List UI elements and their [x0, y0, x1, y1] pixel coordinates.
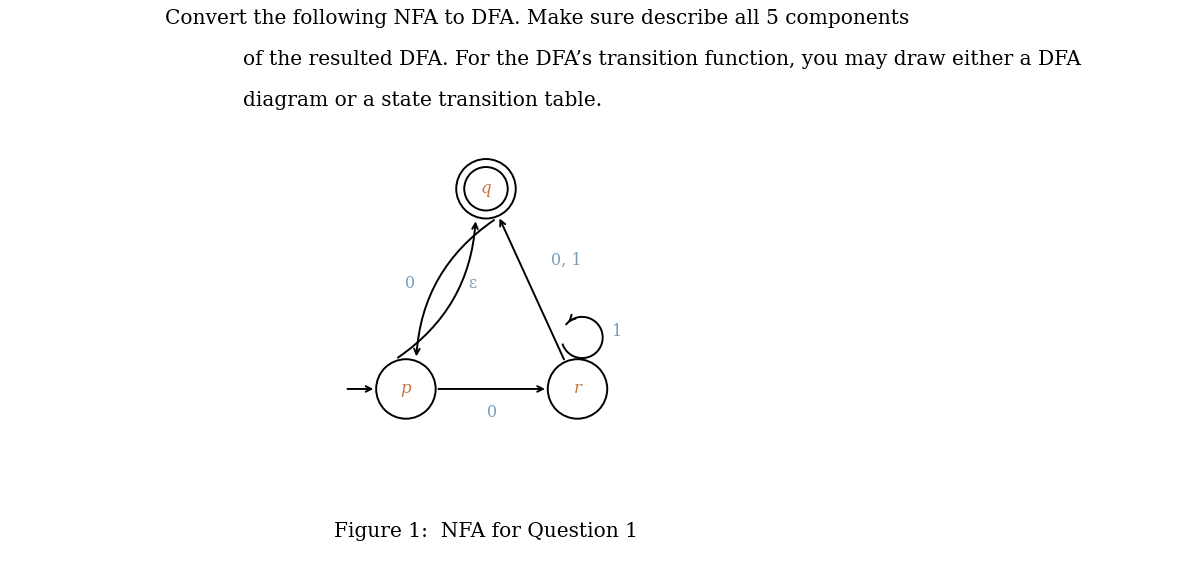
Text: r: r [574, 380, 582, 398]
Circle shape [547, 359, 607, 419]
Text: ε: ε [469, 275, 476, 292]
Text: 0: 0 [404, 275, 415, 292]
Text: 1: 1 [612, 323, 622, 340]
Text: 0, 1: 0, 1 [551, 252, 581, 269]
Text: Figure 1:  NFA for Question 1: Figure 1: NFA for Question 1 [334, 522, 638, 541]
Text: q: q [481, 180, 491, 197]
Circle shape [376, 359, 436, 419]
Text: diagram or a state transition table.: diagram or a state transition table. [242, 91, 602, 110]
Text: of the resulted DFA. For the DFA’s transition function, you may draw either a DF: of the resulted DFA. For the DFA’s trans… [242, 50, 1081, 69]
Circle shape [464, 167, 508, 210]
Text: 0: 0 [487, 404, 497, 422]
Text: Convert the following NFA to DFA. Make sure describe all 5 components: Convert the following NFA to DFA. Make s… [166, 9, 910, 27]
Text: p: p [401, 380, 412, 398]
Circle shape [456, 159, 516, 219]
